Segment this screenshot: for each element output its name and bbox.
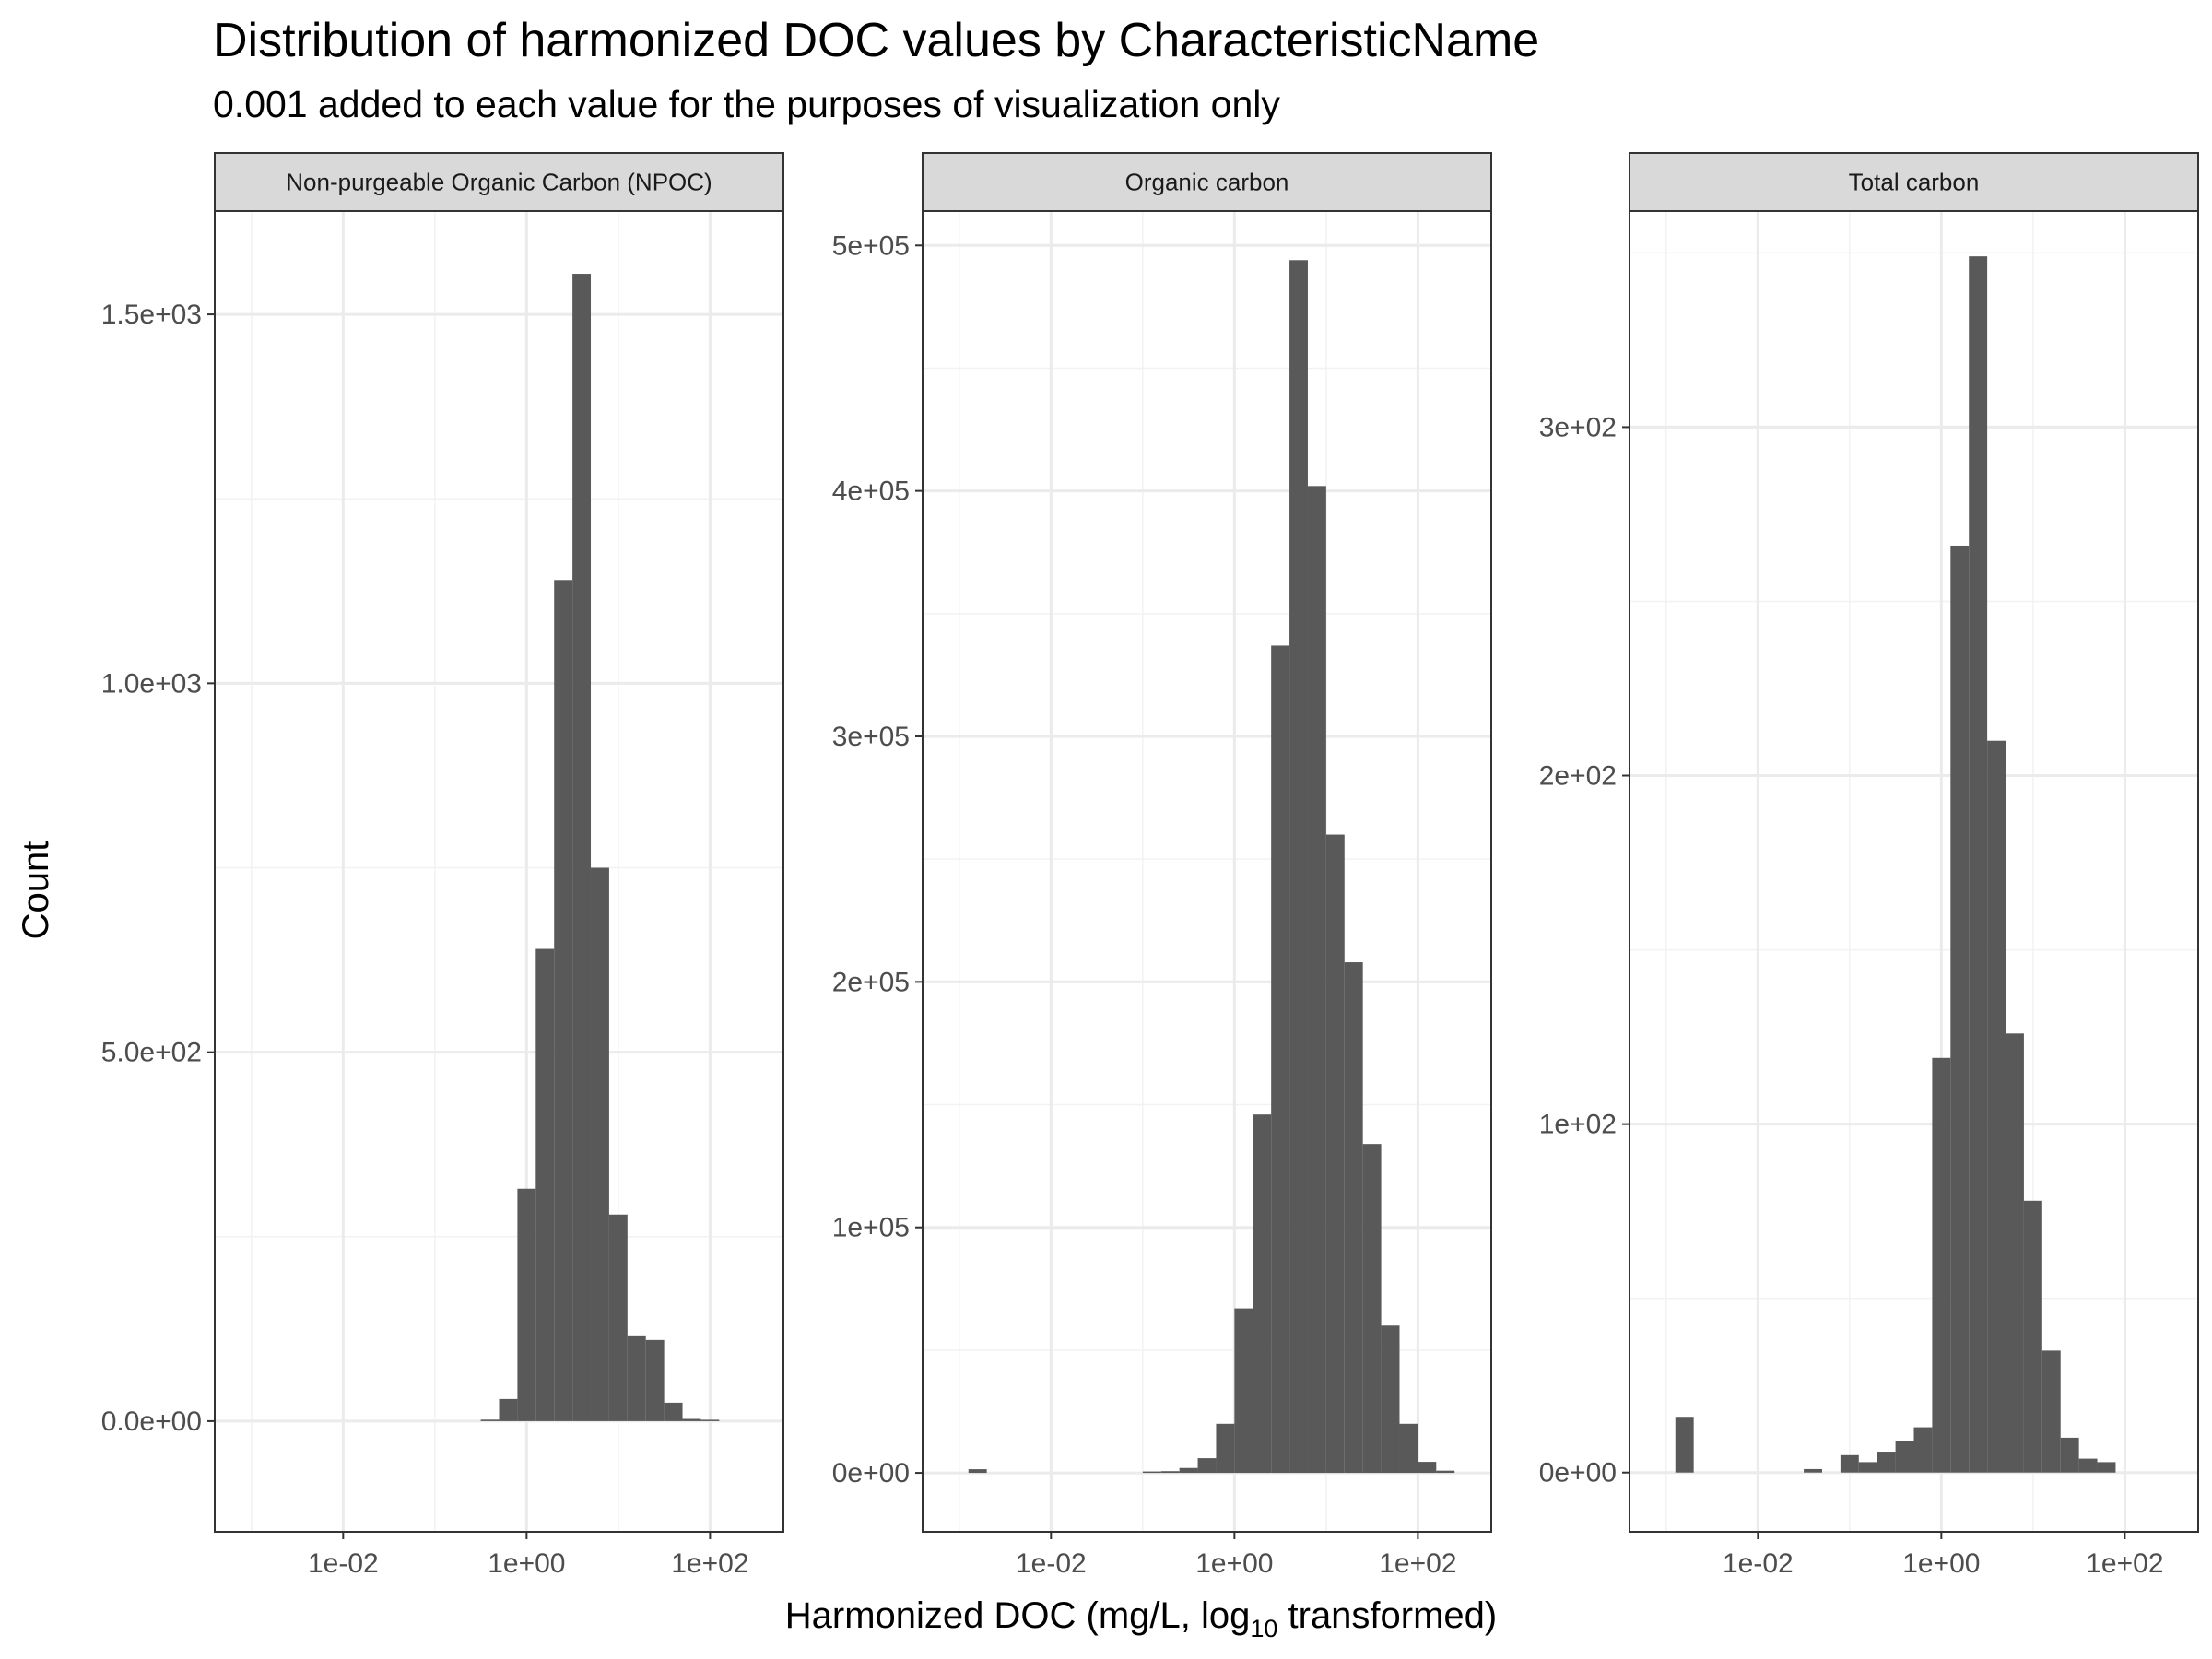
histogram-bar <box>968 1469 987 1474</box>
histogram-bar <box>499 1398 518 1421</box>
x-tick-label: 1e+02 <box>1379 1548 1456 1579</box>
histogram-bar <box>1325 834 1345 1474</box>
x-tick-label: 1e+00 <box>488 1548 565 1579</box>
x-tick-label: 1e-02 <box>308 1548 379 1579</box>
histogram-bar <box>554 580 573 1421</box>
histogram-bar <box>1344 962 1363 1474</box>
histogram-bar <box>700 1419 720 1421</box>
facet-strip-label: Total carbon <box>1849 169 1980 196</box>
y-tick-label: 1.5e+03 <box>101 300 202 330</box>
histogram-bar <box>1804 1468 1822 1473</box>
x-tick-label: 1e+02 <box>671 1548 748 1579</box>
histogram-bar <box>1858 1462 1877 1473</box>
x-tick-label: 1e+02 <box>2086 1548 2163 1579</box>
facet-strip <box>1629 152 2199 212</box>
y-tick-label: 1e+05 <box>832 1213 910 1243</box>
histogram-bar <box>1436 1470 1455 1474</box>
y-tick-label: 2e+02 <box>1539 761 1617 792</box>
histogram-bar <box>1289 260 1308 1474</box>
facet-panel: 0e+00 1e+02 2e+02 3e+02 1e-02 1e+00 1e+02 Total… <box>1539 152 2199 1579</box>
panel-background <box>923 211 1491 1532</box>
histogram-bar <box>664 1402 683 1421</box>
histogram-bar <box>1987 740 2006 1473</box>
histogram-bar <box>535 948 555 1421</box>
histogram-bar <box>1197 1458 1217 1474</box>
histogram-bar <box>1932 1057 1951 1473</box>
facet-panel: 0e+00 1e+05 2e+05 3e+05 4e+05 5e+05 1e-02 1e+00… <box>832 152 1492 1579</box>
y-tick-label: 0.0e+00 <box>101 1406 202 1437</box>
panel-background <box>1630 211 2198 1532</box>
histogram-bar <box>1253 1114 1272 1474</box>
facet-strip-label: Non-purgeable Organic Carbon (NPOC) <box>286 169 712 196</box>
chart-subtitle: 0.001 added to each value for the purpos… <box>213 83 1280 125</box>
y-tick-label: 4e+05 <box>832 477 910 507</box>
histogram-bar <box>480 1419 500 1421</box>
x-tick-label: 1e+00 <box>1195 1548 1273 1579</box>
histogram-bar <box>1381 1325 1400 1474</box>
facet-panel: 0.0e+00 5.0e+02 1.0e+03 1.5e+03 1e-02 1e+00 1e… <box>101 152 784 1579</box>
histogram-bar <box>2097 1462 2116 1473</box>
y-tick-label: 5e+05 <box>832 230 910 261</box>
histogram-bar <box>1160 1471 1180 1474</box>
y-tick-label: 0e+00 <box>1539 1458 1617 1488</box>
histogram-bar <box>1969 256 1988 1473</box>
histogram-bar <box>2060 1437 2079 1473</box>
histogram-bar <box>2078 1458 2098 1473</box>
panel-background <box>215 211 783 1532</box>
histogram-bar <box>572 274 592 1421</box>
histogram-bar <box>1362 1144 1382 1474</box>
histogram-bar <box>2023 1200 2042 1473</box>
facet-strip <box>922 152 1492 212</box>
histogram-bar <box>1675 1417 1694 1473</box>
histogram-bar <box>1234 1308 1253 1474</box>
histogram-bar <box>1399 1423 1418 1474</box>
y-tick-label: 5.0e+02 <box>101 1038 202 1068</box>
histogram-bar <box>1895 1441 1914 1473</box>
y-tick-label: 1e+02 <box>1539 1110 1617 1140</box>
histogram-bar <box>1142 1471 1161 1474</box>
histogram-bar <box>627 1335 646 1421</box>
histogram-bar <box>1307 486 1326 1474</box>
x-tick-label: 1e-02 <box>1723 1548 1794 1579</box>
y-tick-label: 3e+05 <box>832 722 910 752</box>
histogram-bar <box>1271 645 1290 1474</box>
y-tick-label: 2e+05 <box>832 967 910 997</box>
histogram-bar <box>682 1418 701 1421</box>
y-tick-label: 3e+02 <box>1539 412 1617 442</box>
histogram-bar <box>608 1214 628 1421</box>
histogram-bar <box>591 867 609 1421</box>
x-tick-label: 1e-02 <box>1016 1548 1087 1579</box>
histogram-bar <box>2006 1033 2024 1473</box>
histogram-bar <box>1179 1467 1198 1474</box>
histogram-bar <box>517 1188 536 1421</box>
histogram-bar <box>1840 1454 1859 1473</box>
histogram-bar <box>1418 1462 1437 1474</box>
histogram-bar <box>1950 545 1970 1473</box>
y-tick-label: 0e+00 <box>832 1458 910 1488</box>
facet-strip <box>214 152 784 212</box>
histogram-bar <box>645 1339 665 1421</box>
histogram-bar <box>1877 1452 1896 1473</box>
y-axis-title: Count <box>16 841 56 940</box>
histogram-bar <box>2041 1350 2061 1473</box>
chart-title: Distribution of harmonized DOC values by… <box>213 14 1540 67</box>
facet-strip-label: Organic carbon <box>1125 169 1289 196</box>
histogram-bar <box>1216 1423 1235 1474</box>
facet-panels: 0.0e+00 5.0e+02 1.0e+03 1.5e+03 1e-02 1e+00 1e… <box>101 152 2199 1579</box>
y-tick-label: 1.0e+03 <box>101 668 202 699</box>
x-tick-label: 1e+00 <box>1902 1548 1980 1579</box>
x-axis-title: Harmonized DOC (mg/L, log10 transformed) <box>785 1595 1498 1642</box>
histogram-bar <box>1913 1427 1933 1473</box>
